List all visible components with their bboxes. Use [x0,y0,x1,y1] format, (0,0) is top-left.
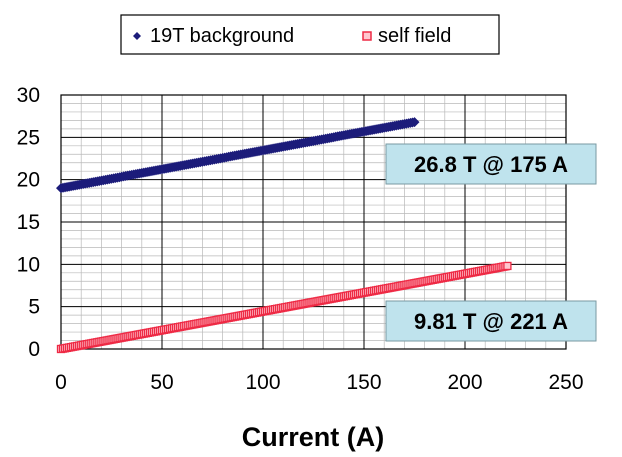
series-self-field [56,261,512,354]
y-axis: 0 5 10 15 20 25 30 [17,84,40,361]
legend-marker-square-icon [362,31,372,41]
legend-label-19t-background: 19T background [150,25,294,47]
y-tick-label: 0 [28,338,40,361]
y-tick-label: 30 [17,84,40,107]
x-tick-label: 100 [245,371,280,394]
y-tick-label: 10 [17,253,40,276]
x-tick-label: 250 [548,371,583,394]
x-tick-label: 50 [150,371,173,394]
plot-border [60,94,567,350]
x-axis-label: Current (A) [242,422,385,452]
annotation-text-self-field: 9.81 T @ 221 A [414,309,568,334]
annotation-text-background: 26.8 T @ 175 A [414,152,568,177]
y-tick-label: 15 [17,211,40,234]
x-tick-label: 150 [346,371,381,394]
legend-label-self-field: self field [378,25,451,47]
y-tick-label: 25 [17,126,40,149]
x-tick-label: 0 [55,371,67,394]
legend-marker-diamond-icon [133,32,141,40]
x-tick-label: 200 [447,371,482,394]
legend-box [120,14,500,55]
annotation-box [385,143,597,185]
legend: 19T background self field [120,14,500,55]
y-tick-label: 20 [17,169,40,192]
y-tick-label: 5 [28,296,40,319]
data-point [409,117,420,128]
annotation-self-field: 9.81 T @ 221 A [385,300,597,342]
series-19t-background [56,117,420,194]
series-layer [56,117,512,354]
data-point [503,261,512,271]
annotation-background-field: 26.8 T @ 175 A [385,143,597,185]
annotation-box [385,300,597,342]
x-axis: 0 50 100 150 200 250 [55,371,583,394]
